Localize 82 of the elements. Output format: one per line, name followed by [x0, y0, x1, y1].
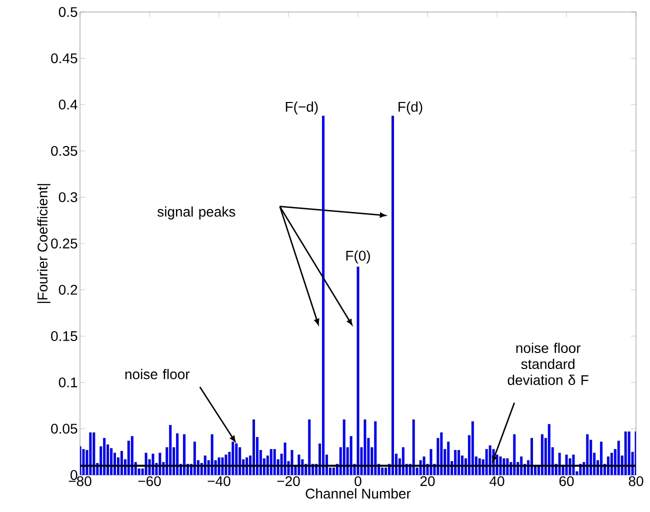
y-tick-label: 0.4 — [58, 100, 78, 110]
bar — [540, 434, 544, 475]
y-tick-label: 0.5 — [58, 7, 78, 17]
bar — [485, 449, 488, 475]
bar — [273, 449, 276, 475]
bar — [224, 454, 228, 475]
bar — [586, 434, 589, 475]
bar — [381, 468, 384, 475]
bar — [384, 468, 388, 475]
bar — [610, 452, 613, 475]
y-tick-label: 0.2 — [58, 284, 78, 295]
x-tick-label: 40 — [490, 476, 504, 486]
y-tick-label: 0.15 — [51, 331, 78, 342]
bar — [617, 440, 620, 475]
bar — [548, 424, 550, 475]
bar — [458, 450, 460, 475]
bar — [152, 454, 154, 475]
bar — [120, 450, 123, 475]
x-tick-label: −20 — [277, 476, 300, 486]
bar — [471, 421, 474, 475]
y-tick-label: 0.1 — [58, 377, 78, 388]
y-tick-label: 0.25 — [51, 238, 78, 248]
bar — [447, 442, 450, 475]
x-tick-label: −40 — [208, 476, 230, 486]
x-tick-label: 20 — [420, 476, 435, 486]
y-tick-label: 0.45 — [51, 53, 78, 64]
bar — [322, 116, 325, 475]
bar — [392, 116, 394, 475]
bar — [308, 419, 311, 475]
bar — [210, 434, 214, 475]
bar — [332, 468, 335, 475]
annotation: signal peaks — [158, 206, 236, 220]
bar — [402, 447, 404, 475]
bar — [513, 434, 516, 475]
bar — [183, 434, 186, 475]
bar — [89, 432, 92, 475]
bar — [158, 452, 162, 475]
bar — [92, 432, 96, 475]
bar — [252, 419, 256, 475]
bar — [284, 442, 286, 475]
bar — [628, 431, 630, 475]
y-tick-label: 0.05 — [51, 424, 78, 434]
bar — [565, 454, 568, 475]
x-tick-label: 80 — [628, 476, 644, 486]
bar — [193, 442, 196, 475]
bar — [530, 438, 534, 475]
x-axis-title: Channel Number — [306, 488, 411, 499]
bar — [270, 449, 272, 475]
bar — [350, 436, 352, 475]
bar — [374, 421, 377, 475]
bar — [440, 432, 443, 475]
bar — [176, 433, 179, 475]
x-tick-label: 60 — [559, 476, 574, 486]
bar — [454, 450, 457, 475]
bar — [624, 431, 627, 475]
annotation: F(−d) — [286, 101, 318, 115]
y-axis-title: |Fourier Coefficient| — [37, 184, 50, 303]
annotation: noise floor — [125, 368, 190, 380]
bar — [238, 447, 242, 475]
bar — [144, 452, 148, 475]
bar — [169, 424, 172, 475]
x-tick-label: −60 — [138, 476, 161, 486]
bar — [356, 266, 360, 475]
y-tick-label: 0.3 — [58, 192, 78, 202]
bar — [412, 419, 415, 475]
annotation: noise floor standard deviation δ F — [508, 342, 588, 386]
y-tick-label: 0.35 — [51, 146, 78, 156]
bar — [364, 419, 366, 475]
bar — [488, 445, 492, 475]
bar — [558, 452, 561, 475]
bar — [572, 454, 575, 475]
bar — [110, 448, 113, 475]
bar — [600, 442, 603, 475]
bar — [103, 438, 106, 475]
annotation: F(d) — [398, 101, 422, 115]
bar — [130, 436, 134, 475]
x-tick-label: 0 — [354, 476, 362, 486]
bar — [82, 449, 85, 475]
annotation: F(0) — [346, 250, 370, 264]
bar — [342, 419, 346, 475]
bar — [290, 450, 294, 475]
bar — [430, 449, 432, 475]
